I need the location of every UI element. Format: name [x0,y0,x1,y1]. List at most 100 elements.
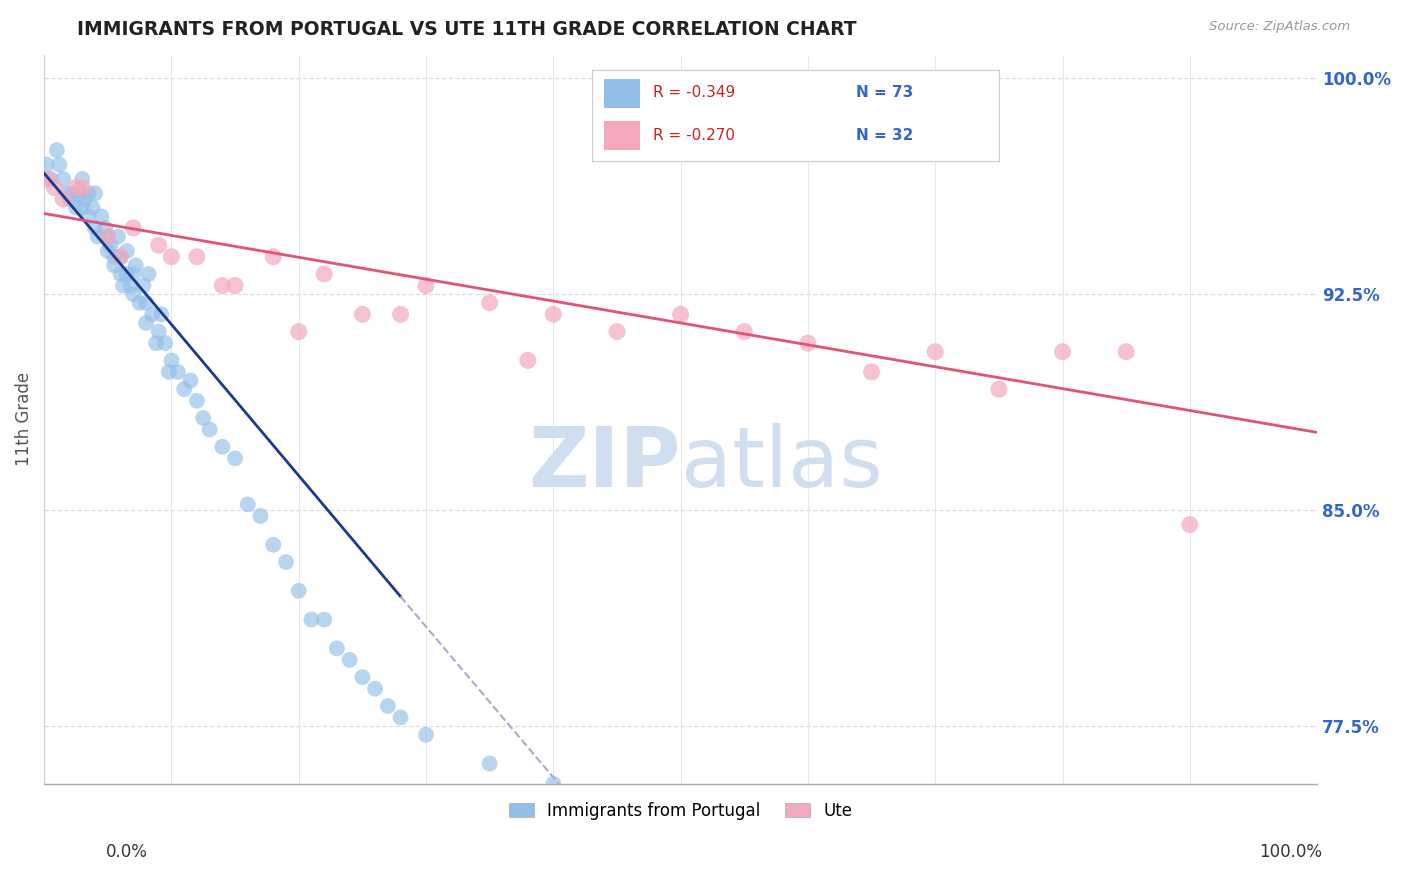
Point [274,555,297,569]
Point [122,267,145,281]
Point [150,307,173,321]
Point [148,238,170,252]
Point [153,336,176,351]
Point [90,210,112,224]
Point [606,325,628,339]
Point [125,258,148,272]
Point [115,267,138,281]
Point [56,186,79,201]
Text: 0.0%: 0.0% [105,843,148,861]
Point [122,221,145,235]
Point [352,307,374,321]
Point [60,186,83,201]
Point [77,210,100,224]
Point [198,423,221,437]
Point [157,365,180,379]
Point [73,192,96,206]
Point [224,278,246,293]
Point [301,613,323,627]
Point [145,336,167,351]
Point [112,278,135,293]
Point [103,258,125,272]
Point [65,201,87,215]
Point [860,365,883,379]
Point [543,777,565,791]
Point [110,267,132,281]
Point [339,653,361,667]
Point [364,681,387,696]
Point [128,295,150,310]
Point [110,250,132,264]
Point [262,538,284,552]
Y-axis label: 11th Grade: 11th Grade [15,372,32,467]
Point [516,353,538,368]
Point [65,180,87,194]
Point [193,411,215,425]
Text: ZIP: ZIP [529,423,681,504]
Point [148,325,170,339]
Point [72,172,94,186]
Point [44,180,66,194]
Point [72,201,94,215]
Point [48,157,70,171]
Point [314,613,336,627]
Point [39,172,62,186]
Point [924,344,946,359]
Point [52,172,75,186]
Point [478,756,501,771]
Point [35,157,58,171]
Point [389,710,412,724]
Text: 100.0%: 100.0% [1258,843,1322,861]
Point [389,307,412,321]
Point [352,670,374,684]
Point [1178,517,1201,532]
Point [669,307,692,321]
Point [98,238,121,252]
Point [1052,344,1074,359]
Text: atlas: atlas [681,423,883,504]
Point [160,353,183,368]
Point [135,316,157,330]
Point [186,250,208,264]
Point [72,180,94,194]
Point [132,278,155,293]
Point [45,143,67,157]
Point [166,365,188,379]
Point [262,250,284,264]
Point [1115,344,1137,359]
Point [84,221,107,235]
Legend: Immigrants from Portugal, Ute: Immigrants from Portugal, Ute [502,795,859,826]
Point [314,267,336,281]
Point [987,382,1010,396]
Point [58,192,80,206]
Point [141,307,163,321]
Point [138,267,160,281]
Point [107,229,129,244]
Point [797,336,820,351]
Point [415,728,437,742]
Point [115,244,138,258]
Text: IMMIGRANTS FROM PORTUGAL VS UTE 11TH GRADE CORRELATION CHART: IMMIGRANTS FROM PORTUGAL VS UTE 11TH GRA… [77,20,856,38]
Point [173,382,195,396]
Point [52,192,75,206]
Point [97,229,120,244]
Point [287,583,309,598]
Point [287,325,309,339]
Point [211,440,233,454]
Point [97,244,120,258]
Point [733,325,755,339]
Point [326,641,349,656]
Point [415,278,437,293]
Point [110,250,132,264]
Point [77,186,100,201]
Point [249,508,271,523]
Point [478,295,501,310]
Point [160,250,183,264]
Point [103,250,125,264]
Point [84,186,107,201]
Point [377,698,399,713]
Point [179,374,201,388]
Point [97,229,120,244]
Point [82,201,104,215]
Point [94,221,117,235]
